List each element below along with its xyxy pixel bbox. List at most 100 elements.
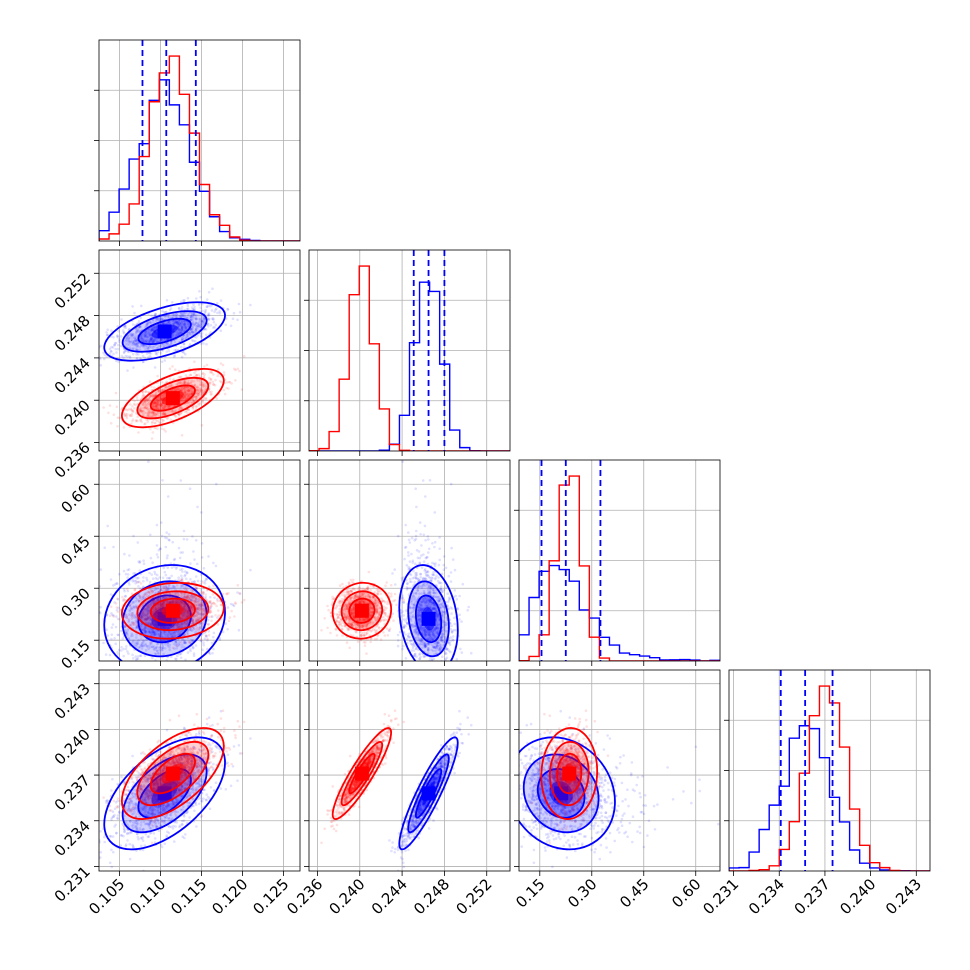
sample-point xyxy=(200,511,203,514)
sample-point xyxy=(190,389,194,393)
sample-point xyxy=(127,652,130,655)
sample-point xyxy=(140,336,143,340)
sample-point xyxy=(155,412,158,416)
sample-point xyxy=(423,645,427,649)
sample-point xyxy=(93,414,96,417)
sample-point xyxy=(194,395,198,399)
sample-point xyxy=(149,640,153,644)
sample-point xyxy=(238,592,241,595)
sample-point xyxy=(192,652,196,655)
sample-point xyxy=(177,413,181,416)
sample-point xyxy=(159,403,162,407)
sample-point xyxy=(154,607,158,610)
sample-point xyxy=(140,338,143,341)
sample-point xyxy=(134,347,138,351)
sample-point xyxy=(159,631,163,635)
sample-point xyxy=(176,654,179,658)
sample-point xyxy=(219,362,223,365)
sample-point xyxy=(177,412,180,416)
sample-point xyxy=(187,389,190,393)
sample-point xyxy=(196,392,199,396)
sample-point xyxy=(166,661,169,664)
sample-point xyxy=(154,591,158,594)
sample-point xyxy=(197,402,200,406)
sample-point xyxy=(164,630,168,633)
sample-point xyxy=(175,383,178,387)
sample-point xyxy=(146,644,149,648)
sample-point xyxy=(151,340,155,343)
sample-point xyxy=(209,610,213,613)
sample-point xyxy=(420,592,424,595)
sample-point xyxy=(175,387,179,391)
sample-point xyxy=(199,322,203,325)
sample-point xyxy=(143,400,146,404)
sample-point xyxy=(211,615,214,618)
sample-point xyxy=(113,637,116,640)
sample-point xyxy=(148,631,152,634)
sample-point xyxy=(120,646,123,649)
sample-point xyxy=(199,573,203,576)
sample-point xyxy=(149,334,152,338)
sample-point xyxy=(431,638,435,641)
sample-point xyxy=(205,635,208,638)
sample-point xyxy=(197,619,201,622)
sample-point xyxy=(137,594,140,597)
sample-point xyxy=(196,579,200,583)
sample-point xyxy=(141,644,145,648)
sample-point xyxy=(127,337,131,341)
sample-point xyxy=(396,639,400,642)
sample-point xyxy=(188,487,192,491)
sample-point xyxy=(160,339,164,343)
sample-point xyxy=(174,348,178,352)
sample-point xyxy=(193,322,196,326)
sample-point xyxy=(148,330,151,334)
sample-point xyxy=(120,354,124,358)
sample-point xyxy=(180,308,183,311)
sample-point xyxy=(145,607,148,610)
sample-point xyxy=(152,321,155,324)
sample-point xyxy=(99,605,102,609)
sample-point xyxy=(178,328,181,332)
sample-point xyxy=(209,305,212,308)
sample-point xyxy=(146,413,150,417)
sample-point xyxy=(134,641,137,644)
sample-point xyxy=(127,340,130,344)
sample-point xyxy=(158,319,162,322)
sample-point xyxy=(161,605,164,608)
sample-point xyxy=(192,599,195,602)
sample-point xyxy=(156,402,160,406)
sample-point xyxy=(124,337,128,341)
sample-point xyxy=(193,595,196,598)
sample-point xyxy=(412,649,416,652)
sample-point xyxy=(154,313,157,316)
sample-point xyxy=(182,645,186,649)
sample-point xyxy=(151,420,154,424)
sample-point xyxy=(185,586,188,589)
sample-point xyxy=(144,398,148,402)
sample-point xyxy=(180,407,183,410)
sample-point xyxy=(155,325,158,328)
sample-point xyxy=(137,353,140,356)
sample-point xyxy=(112,615,116,618)
sample-point xyxy=(147,410,151,413)
sample-point xyxy=(99,357,102,361)
sample-point xyxy=(169,601,172,604)
sample-point xyxy=(160,318,164,321)
sample-point xyxy=(419,607,422,611)
sample-point xyxy=(199,387,203,390)
sample-point xyxy=(151,341,155,344)
sample-point xyxy=(99,585,101,588)
sample-point xyxy=(137,599,141,603)
sample-point xyxy=(176,601,180,604)
sample-point xyxy=(136,642,140,645)
sample-point xyxy=(122,356,125,359)
sample-point xyxy=(411,642,414,646)
sample-point xyxy=(169,316,173,320)
sample-point xyxy=(150,415,153,418)
sample-point xyxy=(193,600,197,603)
sample-point xyxy=(161,479,164,482)
sample-point xyxy=(183,395,187,398)
sample-point xyxy=(179,601,182,604)
sample-point xyxy=(144,642,147,646)
sample-point xyxy=(177,381,181,385)
